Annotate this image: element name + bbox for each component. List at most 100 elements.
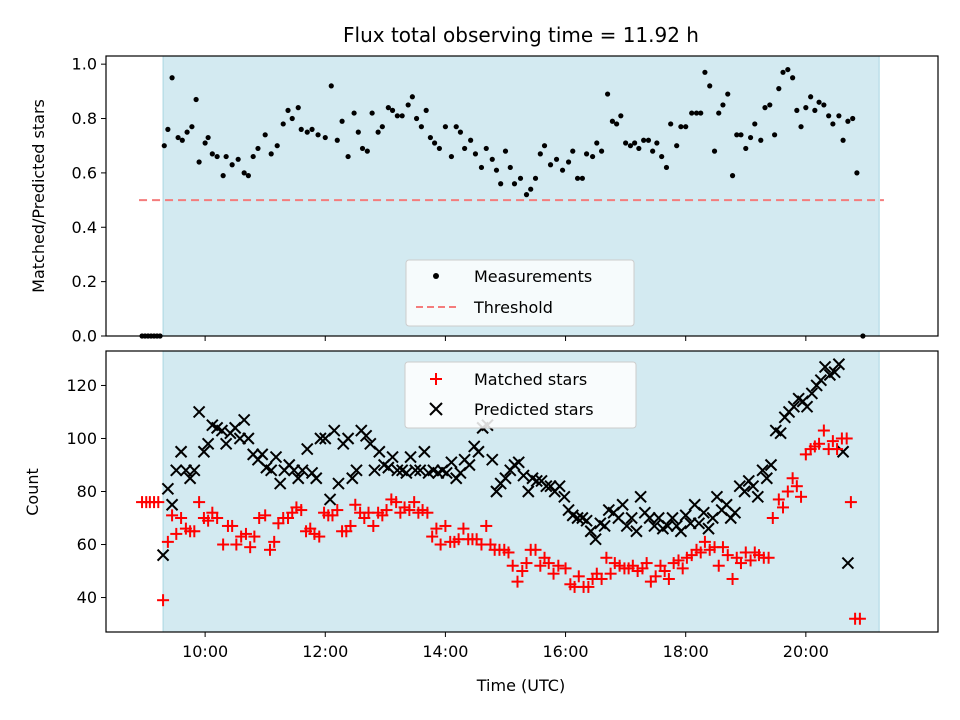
measurement-point (214, 153, 220, 160)
legend-predicted-label: Predicted stars (474, 400, 594, 419)
measurement-point (598, 148, 605, 154)
top-legend: Measurements Threshold (405, 259, 635, 327)
matched-point (734, 557, 747, 570)
measurement-point (618, 113, 624, 119)
measurement-point (179, 137, 185, 143)
predicted-point (413, 464, 427, 477)
predicted-point (558, 490, 571, 504)
measurement-point (355, 129, 361, 135)
matched-point (817, 424, 830, 437)
predicted-point (463, 458, 476, 472)
predicted-point (760, 472, 774, 485)
predicted-point (616, 498, 629, 511)
predicted-point (499, 472, 512, 485)
predicted-point (738, 485, 751, 498)
x-tick-label: 18:00 (663, 642, 709, 661)
measurement-point (169, 75, 175, 81)
predicted-point (486, 453, 499, 466)
measurement-point (205, 134, 211, 141)
predicted-point (296, 464, 309, 477)
measurement-point (570, 148, 576, 154)
predicted-point (440, 466, 453, 480)
predicted-point (274, 477, 287, 490)
predicted-point (584, 525, 597, 538)
measurement-point (442, 124, 449, 130)
measurement-point (808, 94, 814, 100)
measurement-point (609, 118, 616, 124)
measurement-point (559, 167, 566, 173)
matched-point (480, 519, 493, 532)
predicted-point (445, 456, 458, 469)
predicted-point (643, 511, 656, 525)
y-tick-label: 100 (66, 429, 97, 448)
y-tick-label: 0.8 (72, 109, 97, 128)
measurement-point (693, 110, 700, 116)
matched-point (211, 512, 224, 525)
measurement-point (743, 145, 749, 152)
matched-point (542, 557, 555, 570)
predicted-point (553, 479, 566, 493)
measurement-point (298, 126, 304, 132)
measurement-point (678, 124, 684, 130)
matched-point (766, 512, 779, 525)
measurement-point (413, 115, 420, 122)
measurement-point (309, 126, 315, 132)
measurement-point (668, 121, 674, 127)
measurement-point (826, 113, 832, 119)
predicted-point (836, 445, 850, 458)
measurement-point (375, 129, 381, 135)
x-tick-label: 20:00 (783, 642, 829, 661)
measurement-point (189, 124, 195, 130)
legend-matched-marker (430, 373, 442, 385)
matched-point (248, 530, 261, 543)
matched-point (331, 504, 344, 517)
matched-point (698, 535, 711, 548)
measurement-point (845, 118, 851, 124)
predicted-point (490, 485, 503, 498)
predicted-point (183, 472, 197, 485)
matched-point (716, 541, 729, 554)
matched-point (649, 570, 662, 583)
measurement-point (359, 145, 366, 152)
measurement-point (472, 151, 479, 157)
measurement-point (836, 113, 842, 119)
measurement-point (202, 140, 208, 146)
predicted-point (192, 405, 206, 419)
measurement-point (821, 102, 827, 108)
measurement-point (223, 153, 229, 160)
y-tick-label: 0.6 (72, 163, 97, 182)
measurement-point (385, 105, 391, 111)
matched-point (604, 567, 617, 580)
measurement-point (489, 156, 495, 162)
measurement-point (780, 69, 786, 75)
predicted-point (400, 466, 413, 480)
measurement-point (289, 115, 295, 122)
matched-point (244, 541, 257, 554)
predicted-point (341, 432, 355, 445)
matched-point (721, 549, 734, 562)
matched-point (786, 472, 799, 485)
predicted-point (310, 472, 323, 485)
measurement-point (632, 140, 638, 146)
matched-point (421, 506, 434, 519)
measurement-point (250, 153, 256, 160)
legend-predicted-marker (429, 402, 443, 416)
predicted-point (359, 429, 373, 443)
measurement-point (794, 107, 800, 113)
matched-point (202, 514, 215, 527)
measurement-point (641, 137, 647, 143)
measurement-point (747, 134, 754, 141)
predicted-point (598, 519, 611, 533)
matched-point (658, 565, 671, 578)
measurement-point (689, 110, 695, 116)
measurement-point (579, 175, 585, 181)
matched-point (511, 575, 524, 588)
predicted-point (661, 519, 674, 533)
y-tick-label: 60 (77, 535, 97, 554)
measurement-point (674, 143, 680, 149)
measurement-point (758, 137, 764, 143)
matched-point (157, 594, 170, 607)
measurement-point (220, 173, 226, 179)
matched-point (170, 527, 183, 540)
